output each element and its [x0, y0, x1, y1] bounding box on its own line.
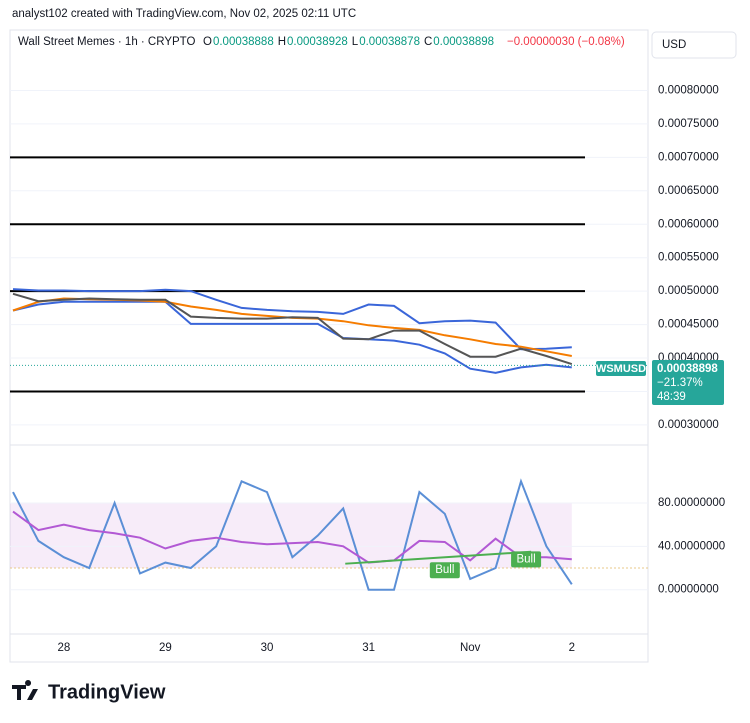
ohlc-legend: O 0.00038888 H 0.00038928 L 0.00038878 C 0.0003… [203, 36, 494, 48]
y-tick-label: 0.00060000 [658, 218, 719, 230]
logo-icon [12, 680, 38, 700]
currency[interactable]: USD [662, 39, 686, 51]
y-tick-label: 0.00000000 [658, 584, 719, 596]
change: −0.00000030 (−0.08%) [507, 36, 625, 48]
x-tick-label: 30 [261, 642, 274, 654]
x-tick-label: 28 [57, 642, 70, 654]
ohlc-value: 0.00038898 [433, 36, 494, 48]
ohlc-key: L [352, 36, 359, 48]
annotation-box [511, 551, 542, 568]
y-tick-label: 0.00075000 [658, 118, 719, 130]
last-price: 0.00038898 [657, 363, 718, 375]
annotation-box [429, 562, 460, 579]
series-line [12, 292, 573, 366]
y-tick-label: 0.00065000 [658, 185, 719, 197]
y-tick-label: 0.00050000 [658, 285, 719, 297]
price-change: −21.37% [657, 377, 703, 389]
x-tick-label: 31 [362, 642, 375, 654]
annotation: Bull [516, 553, 535, 565]
logo: TradingView [48, 681, 166, 703]
ohlc-value: 0.00038888 [213, 36, 274, 48]
y-tick-label: 80.00000000 [658, 497, 725, 509]
trend-line [345, 550, 532, 565]
annotation: Bull [435, 564, 454, 576]
y-tick-label: 0.00080000 [658, 84, 719, 96]
x-tick-label: 2 [569, 642, 575, 654]
series-line [12, 510, 572, 564]
symbol: Wall Street Memes · 1h · CRYPTO [18, 36, 195, 48]
ohlc-value: 0.00038928 [287, 36, 348, 48]
series-line [12, 478, 573, 591]
series-line [12, 300, 572, 374]
ohlc-key: C [424, 36, 432, 48]
x-tick-label: 29 [159, 642, 172, 654]
ticker: WSMUSD [596, 363, 646, 375]
y-tick-label: 0.00070000 [658, 151, 719, 163]
ticker-tag [596, 361, 646, 376]
series-line [12, 288, 572, 351]
ohlc-key: H [278, 36, 286, 48]
y-tick-label: 0.00055000 [658, 252, 719, 264]
oscillator-band [10, 502, 572, 569]
chart-frame [9, 29, 649, 663]
y-tick-label: 40.00000000 [658, 540, 725, 552]
y-tick-label: 0.00045000 [658, 319, 719, 331]
price-tag [652, 360, 724, 405]
currency-button[interactable] [651, 31, 737, 59]
ohlc-value: 0.00038878 [359, 36, 420, 48]
ohlc-key: O [203, 36, 212, 48]
plot: 0.000300000.000350000.000400000.00045000… [10, 84, 725, 654]
y-tick-label: 0.00030000 [658, 419, 719, 431]
x-tick-label: Nov [460, 642, 481, 654]
credit: analyst102 created with TradingView.com,… [12, 8, 356, 20]
countdown: 48:39 [657, 391, 686, 403]
